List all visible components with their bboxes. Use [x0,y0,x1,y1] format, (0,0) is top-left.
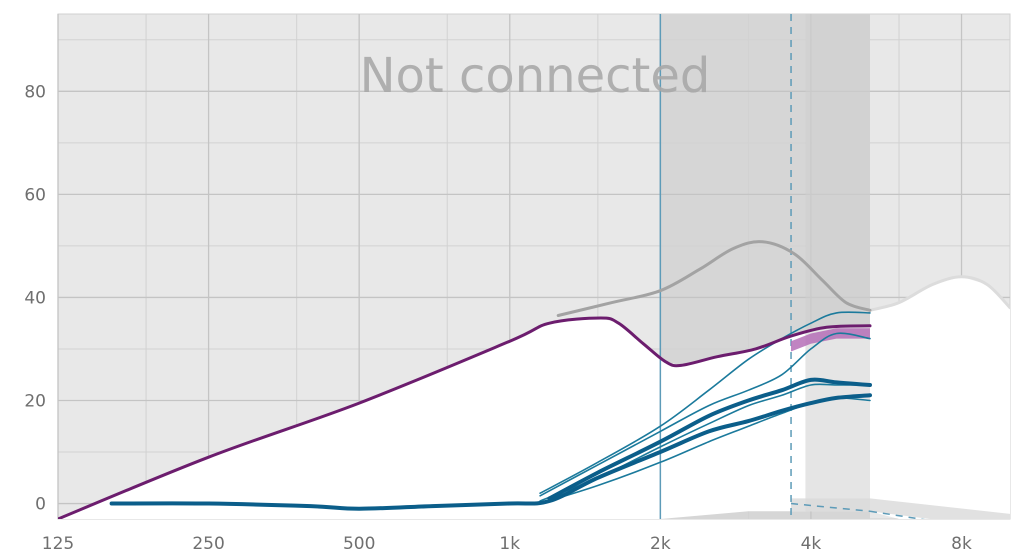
x-tick-label: 4k [801,534,822,554]
right-shade [805,14,871,512]
bottom-sliver [791,498,1010,519]
y-tick-label: 0 [35,495,46,515]
series-line-blue-thick [109,393,872,511]
dashed-marker-diagonal [790,502,871,513]
series-line-blue-thin [539,311,871,494]
dashed-marker-diagonal [869,510,926,519]
x-tick-label: 250 [192,534,224,554]
series-line-gray-light [868,275,1010,312]
x-tick-label: 1k [499,534,520,554]
x-tick-label: 500 [343,534,375,554]
y-tick-label: 20 [24,391,46,411]
y-tick-label: 80 [24,82,46,102]
x-tick-label: 125 [42,534,74,554]
series-line-purple [58,316,872,519]
y-tick-label: 60 [24,185,46,205]
y-tick-label: 40 [24,288,46,308]
x-tick-label: 2k [650,534,671,554]
series-line-blue-thick [547,377,872,501]
white-region [58,276,1010,519]
series-line-blue-thin [539,332,871,497]
series-line-gray [556,240,872,317]
x-tick-label: 8k [951,534,972,554]
not-connected-watermark: Not connected [360,48,711,104]
